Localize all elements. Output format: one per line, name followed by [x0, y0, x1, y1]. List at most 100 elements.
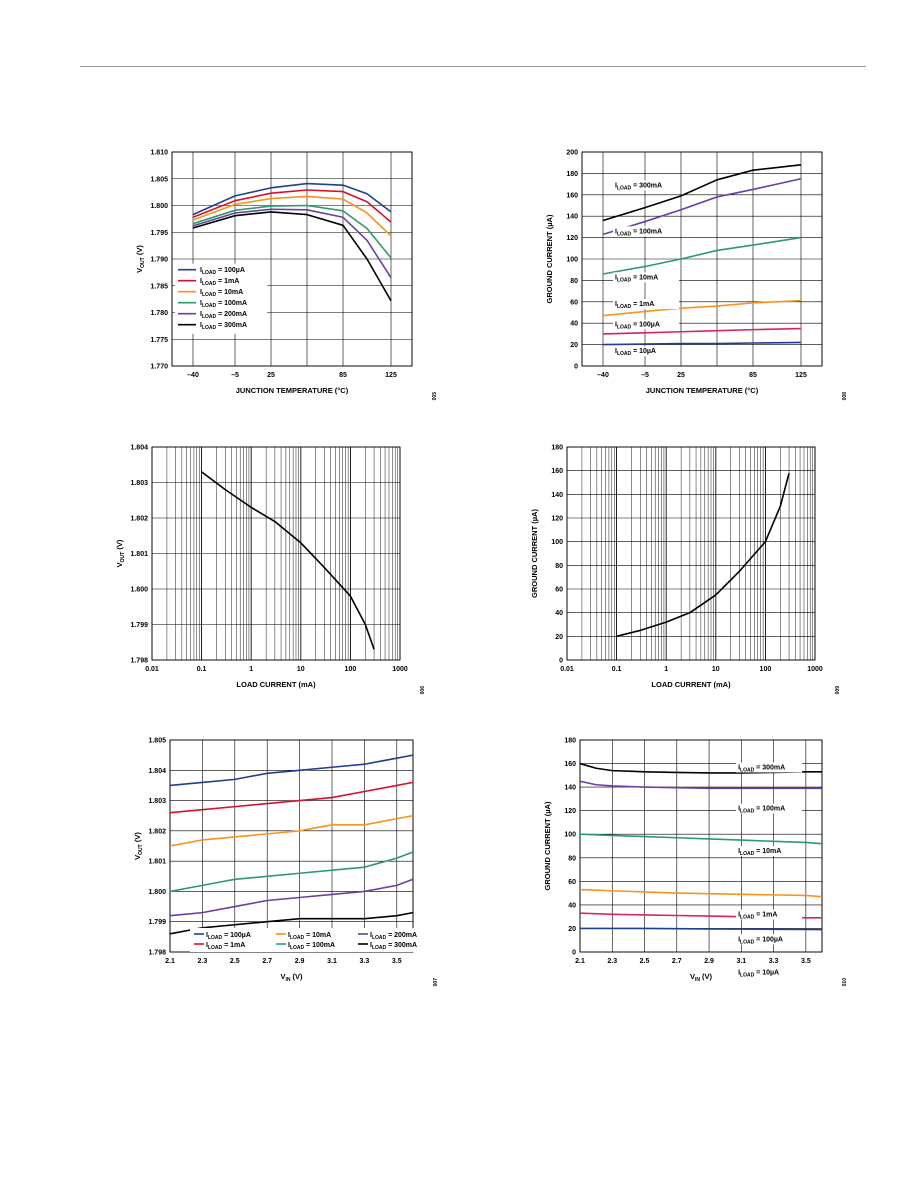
y-tick-label: 100	[566, 257, 578, 264]
y-tick-label: 1.785	[150, 283, 168, 290]
series-line-0	[602, 164, 802, 222]
label-main: I	[288, 942, 290, 949]
label-subscript: LOAD	[617, 277, 632, 283]
label-main: I	[738, 969, 740, 976]
inline-series-label: ILOAD = 1mA	[738, 912, 777, 921]
series-line-1	[602, 177, 802, 236]
chart-svg: 1.798 1.799 1.800 1.801 1.802 1.803 1.804 1.805…	[133, 738, 439, 987]
chart-ground-current-vs-temperature: 0 20 40 60 80 100 120 140 160 180 200 –40 –5 25 85 125 J…	[510, 140, 870, 410]
gridlines	[151, 446, 401, 661]
chart-ground-current-vs-vin: 0 20 40 60 80 100 120 140 160 180 2.1 2.3 2.5 2.7 2.9 3…	[510, 730, 870, 1000]
label-main: V	[690, 972, 695, 981]
label-tail: = 300mA	[631, 182, 662, 189]
series-line-5	[602, 341, 802, 346]
y-tick-label: 1.804	[148, 768, 166, 775]
inline-label-bg	[613, 346, 679, 357]
y-tick-label: 100	[551, 539, 563, 546]
y-tick-label: 1.790	[150, 257, 168, 264]
label-tail: = 10µA	[754, 969, 779, 976]
y-tick-label: 160	[566, 192, 578, 199]
x-axis-label: VIN (V)	[280, 972, 303, 983]
series-line-3	[192, 204, 392, 259]
label-subscript: LOAD	[617, 351, 632, 357]
chart-vout-vs-load-current: 1.798 1.799 1.800 1.801 1.802 1.803 1.804 0.01 0…	[90, 435, 450, 705]
x-tick-label: 0.1	[612, 666, 622, 673]
y-axis-label: GROUND CURRENT (µA)	[543, 801, 552, 890]
y-tick-label: 0	[574, 364, 578, 371]
y-tick-label: 160	[551, 468, 563, 475]
page-header-rule	[80, 66, 866, 67]
figure-number: 006	[420, 686, 426, 695]
label-tail: (V)	[115, 539, 124, 552]
y-tick-label: 100	[564, 832, 576, 839]
label-main: I	[615, 301, 617, 308]
legend-box	[175, 263, 267, 334]
label-subscript: OUT	[138, 844, 144, 855]
legend-label: ILOAD = 1mA	[200, 278, 239, 287]
x-tick-label: –40	[187, 372, 199, 379]
label-tail: = 10mA	[216, 289, 243, 296]
figure-number: 010	[842, 978, 848, 987]
y-tick-label: 60	[568, 879, 576, 886]
x-tick-label: 2.1	[165, 958, 175, 965]
label-subscript: LOAD	[740, 767, 755, 773]
label-tail: (V)	[290, 972, 303, 981]
x-tick-label: 0.01	[145, 666, 159, 673]
gridlines	[171, 151, 413, 367]
label-subscript: LOAD	[740, 972, 755, 978]
x-tick-label: –5	[641, 372, 649, 379]
series-line-3	[602, 299, 802, 317]
series-group	[169, 754, 414, 935]
series-group	[616, 472, 790, 638]
x-tick-label: 125	[795, 372, 807, 379]
y-tick-label: 180	[551, 445, 563, 452]
x-tick-label: 0.01	[560, 666, 574, 673]
y-tick-label: 0	[559, 658, 563, 665]
x-tick-label: 100	[760, 666, 772, 673]
inline-label-bg	[736, 762, 803, 773]
label-main: GROUND CURRENT (µA)	[543, 801, 552, 890]
inline-series-label: ILOAD = 300mA	[615, 182, 662, 191]
inline-series-label: ILOAD = 10µA	[738, 969, 779, 978]
series-group	[192, 182, 392, 302]
label-main: I	[200, 278, 202, 285]
label-tail: = 300mA	[216, 322, 247, 329]
label-subscript: LOAD	[208, 945, 223, 951]
legend-label: ILOAD = 1mA	[206, 942, 245, 951]
label-subscript: LOAD	[208, 935, 223, 941]
legend-box	[190, 928, 436, 952]
x-tick-label: 100	[345, 666, 357, 673]
label-subscript: LOAD	[617, 185, 632, 191]
label-main: V	[115, 562, 124, 567]
series-line-2	[602, 236, 802, 275]
label-main: I	[370, 932, 372, 939]
series-group	[602, 164, 802, 346]
series-line-2	[579, 833, 823, 845]
x-tick-label: 1	[249, 666, 253, 673]
figure-number: 008	[842, 392, 848, 401]
label-tail: = 1mA	[631, 301, 654, 308]
inline-series-label: ILOAD = 100µA	[615, 321, 660, 330]
figure-number: 009	[835, 686, 841, 695]
y-tick-label: 0	[572, 950, 576, 957]
series-line-2	[192, 195, 392, 237]
label-tail: = 100µA	[754, 936, 783, 943]
y-tick-label: 80	[570, 278, 578, 285]
y-tick-label: 1.800	[148, 889, 166, 896]
figure-number: 007	[433, 978, 439, 987]
series-line-5	[169, 911, 414, 935]
label-main: I	[200, 267, 202, 274]
plot-frame	[581, 151, 823, 367]
inline-series-label: ILOAD = 10mA	[738, 848, 781, 857]
y-tick-label: 1.803	[148, 798, 166, 805]
inline-label-bg	[613, 319, 679, 330]
label-subscript: LOAD	[202, 325, 217, 331]
series-line-3	[169, 851, 414, 893]
x-tick-label: 2.7	[262, 958, 272, 965]
label-subscript: LOAD	[202, 292, 217, 298]
x-axis-label: JUNCTION TEMPERATURE (°C)	[236, 386, 349, 395]
y-axis-label: VOUT (V)	[133, 832, 144, 860]
label-main: I	[738, 848, 740, 855]
y-tick-label: 60	[570, 299, 578, 306]
legend-label: ILOAD = 10mA	[200, 289, 243, 298]
